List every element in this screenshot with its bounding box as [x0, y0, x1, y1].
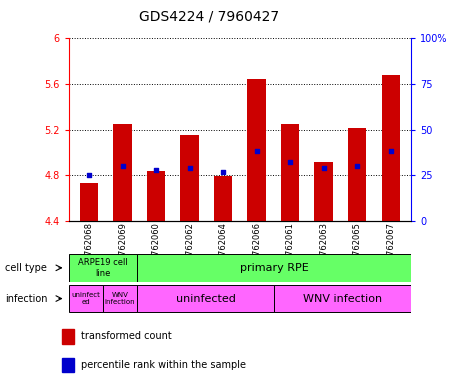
Point [320, 165, 327, 171]
Bar [381, 75, 400, 221]
Text: infection: infection [5, 293, 47, 304]
Point [286, 159, 294, 166]
FancyBboxPatch shape [137, 285, 274, 313]
Point [353, 163, 361, 169]
FancyBboxPatch shape [137, 254, 411, 282]
FancyBboxPatch shape [103, 285, 137, 313]
Text: ARPE19 cell
line: ARPE19 cell line [78, 258, 128, 278]
Text: WNV
infection: WNV infection [105, 292, 135, 305]
Bar [214, 176, 232, 221]
Text: percentile rank within the sample: percentile rank within the sample [81, 360, 246, 370]
Point [152, 167, 160, 173]
Text: WNV infection: WNV infection [303, 293, 382, 304]
Text: primary RPE: primary RPE [240, 263, 308, 273]
Text: cell type: cell type [5, 263, 47, 273]
Bar [247, 79, 266, 221]
Point [186, 165, 193, 171]
Point [387, 149, 395, 155]
Text: transformed count: transformed count [81, 331, 171, 341]
Bar [80, 183, 98, 221]
Bar [147, 170, 165, 221]
FancyBboxPatch shape [69, 285, 103, 313]
Bar [348, 129, 366, 221]
Point [253, 149, 260, 155]
Point [219, 169, 227, 175]
Text: GDS4224 / 7960427: GDS4224 / 7960427 [139, 10, 279, 23]
FancyBboxPatch shape [274, 285, 411, 313]
Bar [62, 358, 74, 372]
Point [119, 163, 126, 169]
Text: uninfect
ed: uninfect ed [72, 292, 100, 305]
Bar [281, 124, 299, 221]
FancyBboxPatch shape [69, 254, 137, 282]
Text: uninfected: uninfected [176, 293, 236, 304]
Point [85, 172, 93, 178]
Bar [180, 135, 199, 221]
Bar [314, 162, 333, 221]
Bar [62, 329, 74, 344]
Bar [114, 124, 132, 221]
